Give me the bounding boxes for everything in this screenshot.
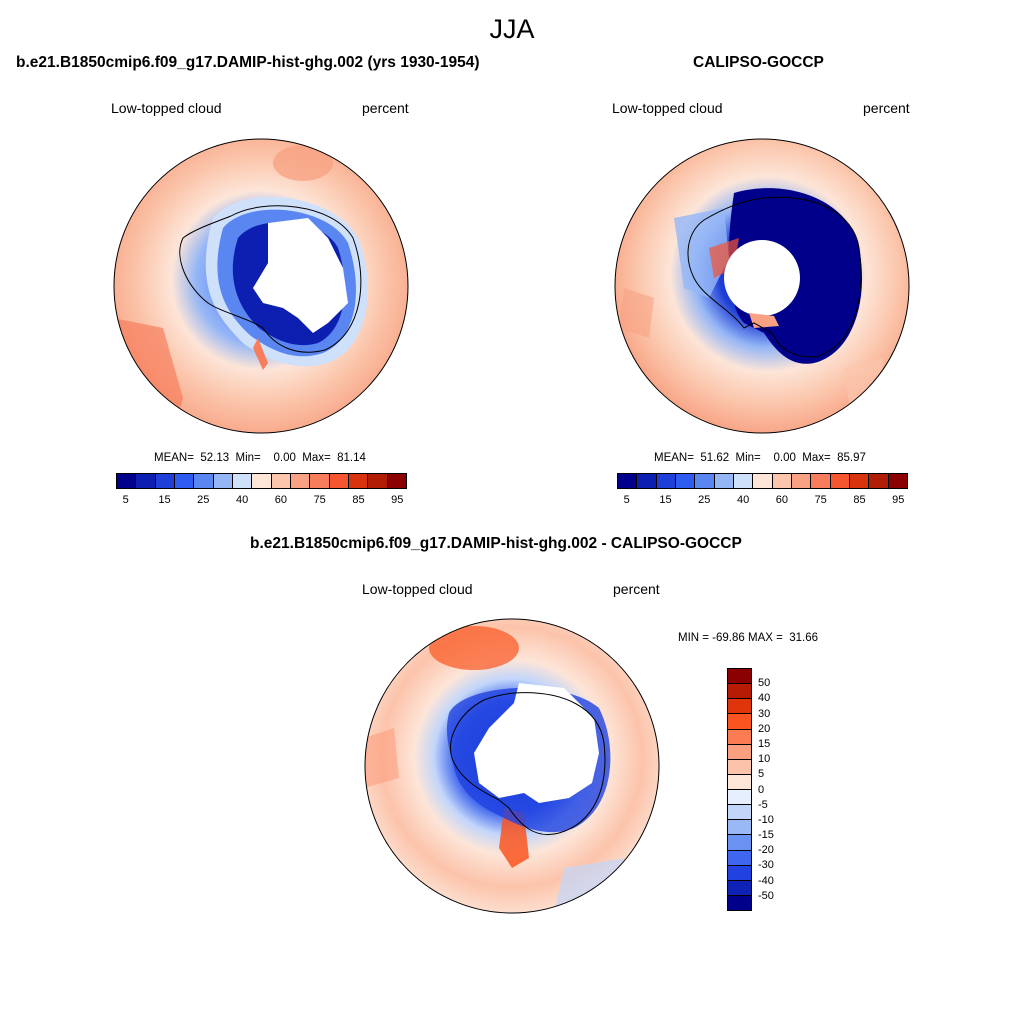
colorbar-swatch [728,744,751,760]
colorbar-tick-label: 75 [814,494,827,506]
colorbar-swatch [117,474,137,488]
colorbar-swatch [728,790,751,806]
colorbar-swatch [728,865,751,881]
diff-colorbar-labels: 50 40 30 20 15 10 5 0 -5 -10 -15 -20 -30 -40 -50 [758,668,798,911]
colorbar-swatch [728,820,751,836]
model-panel-title: b.e21.B1850cmip6.f09_g17.DAMIP-hist-ghg.… [16,54,480,71]
colorbar-swatch [271,474,291,488]
colorbar-tick-label: 0 [758,783,765,796]
colorbar-swatch [728,729,751,745]
diff-colorbar [727,668,752,911]
colorbar-tick-label: 30 [758,707,771,720]
colorbar-swatch [656,474,676,488]
colorbar-tick-label: 60 [775,494,789,506]
colorbar-swatch [811,474,831,488]
model-variable-label: Low-topped cloud [111,100,222,116]
colorbar-tick-label: -20 [758,844,774,857]
model-stats: MEAN= 52.13 Min= 0.00 Max= 81.14 [154,452,366,464]
colorbar-tick-label: 40 [758,692,771,705]
colorbar-swatch [155,474,175,488]
colorbar-swatch [695,474,715,488]
diff-stats: MIN = -69.86 MAX = 31.66 [678,632,818,644]
diff-variable-label: Low-topped cloud [362,581,473,597]
colorbar-swatch [290,474,311,488]
obs-colorbar-labels: 5 15 25 40 60 75 85 95 [617,494,908,508]
colorbar-tick-label: 15 [758,737,771,750]
colorbar-tick-label: 15 [158,494,171,506]
colorbar-swatch [310,474,330,488]
colorbar-tick-label: 10 [758,753,771,766]
colorbar-swatch [728,895,751,910]
colorbar-swatch [888,474,907,488]
colorbar-swatch [728,805,751,821]
colorbar-tick-label: 5 [623,494,630,506]
colorbar-tick-label: -40 [758,874,774,887]
colorbar-swatch [728,669,751,685]
colorbar-swatch [728,684,751,700]
colorbar-swatch [348,474,369,488]
colorbar-tick-label: 15 [659,494,672,506]
colorbar-tick-label: 5 [122,494,129,506]
obs-variable-label: Low-topped cloud [612,100,723,116]
colorbar-tick-label: -15 [758,829,774,842]
colorbar-tick-label: -10 [758,813,774,826]
model-colorbar-labels: 5 15 25 40 60 75 85 95 [116,494,407,508]
colorbar-swatch [637,474,657,488]
obs-units-label: percent [863,100,910,116]
colorbar-swatch [136,474,156,488]
colorbar-swatch [733,474,754,488]
diff-units-label: percent [613,581,660,597]
colorbar-swatch [368,474,388,488]
colorbar-tick-label: 95 [391,494,404,506]
colorbar-swatch [387,474,406,488]
colorbar-tick-label: 25 [197,494,210,506]
colorbar-swatch [618,474,638,488]
colorbar-swatch [869,474,889,488]
colorbar-tick-label: 60 [274,494,288,506]
diff-polar-map [364,618,660,914]
model-polar-map [113,138,409,434]
diff-panel-title: b.e21.B1850cmip6.f09_g17.DAMIP-hist-ghg.… [250,535,742,552]
colorbar-swatch [232,474,253,488]
colorbar-swatch [753,474,773,488]
colorbar-tick-label: 85 [853,494,866,506]
colorbar-swatch [728,850,751,866]
colorbar-swatch [714,474,734,488]
main-title: JJA [489,14,535,44]
colorbar-swatch [728,835,751,851]
colorbar-tick-label: -5 [758,798,768,811]
colorbar-tick-label: 85 [352,494,365,506]
colorbar-swatch [830,474,850,488]
colorbar-swatch [174,474,195,488]
colorbar-swatch [213,474,233,488]
colorbar-swatch [728,699,751,715]
colorbar-swatch [728,774,751,790]
model-colorbar [116,473,407,489]
obs-stats: MEAN= 51.62 Min= 0.00 Max= 85.97 [654,452,866,464]
colorbar-swatch [772,474,792,488]
colorbar-swatch [252,474,272,488]
colorbar-tick-label: 50 [758,677,771,690]
colorbar-swatch [728,759,751,775]
colorbar-swatch [728,880,751,896]
colorbar-tick-label: 25 [698,494,711,506]
colorbar-tick-label: 20 [758,722,771,735]
model-units-label: percent [362,100,409,116]
colorbar-tick-label: 40 [235,494,249,506]
colorbar-tick-label: -50 [758,889,774,902]
colorbar-tick-label: -30 [758,859,774,872]
obs-polar-map [614,138,910,434]
colorbar-tick-label: 5 [758,768,765,781]
colorbar-tick-label: 40 [736,494,750,506]
colorbar-swatch [194,474,214,488]
colorbar-swatch [849,474,870,488]
colorbar-swatch [675,474,696,488]
colorbar-swatch [329,474,349,488]
obs-panel-title: CALIPSO-GOCCP [693,54,824,71]
obs-colorbar [617,473,908,489]
colorbar-swatch [728,714,751,730]
colorbar-swatch [791,474,812,488]
colorbar-tick-label: 75 [313,494,326,506]
colorbar-tick-label: 95 [892,494,905,506]
